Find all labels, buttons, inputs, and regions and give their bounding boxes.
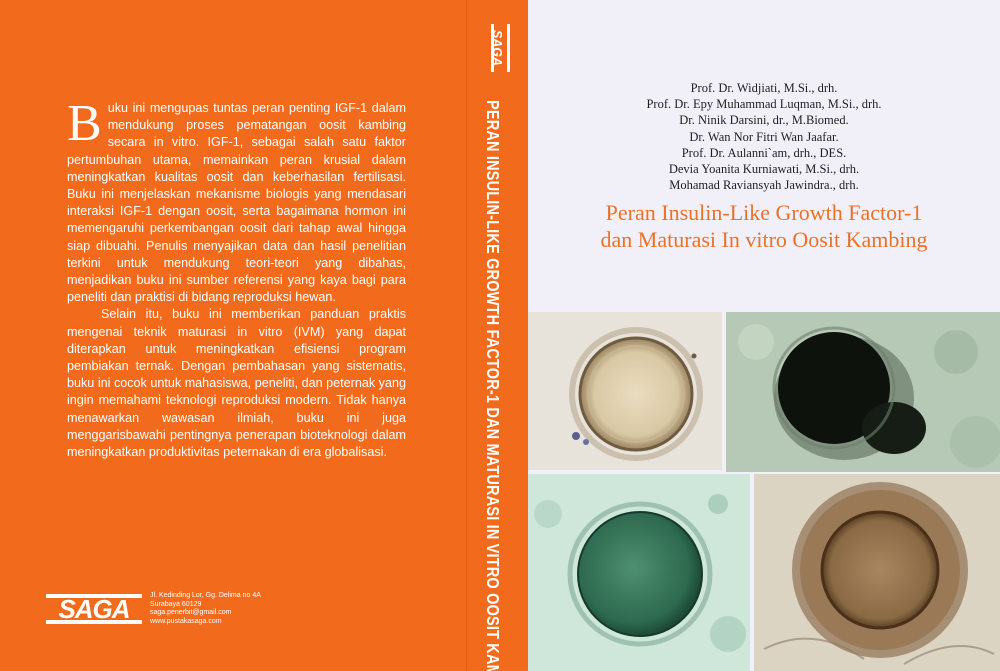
drop-cap: B <box>67 95 102 152</box>
author-4: Dr. Wan Nor Fitri Wan Jaafar. <box>689 129 839 144</box>
book-spine: SAGA PERAN INSULIN-LIKE GROWTH FACTOR-1 … <box>466 0 529 671</box>
oocyte-photo-4 <box>754 474 1000 671</box>
oocyte-photo-2 <box>726 312 1000 472</box>
spine-title: PERAN INSULIN-LIKE GROWTH FACTOR-1 DAN M… <box>483 100 503 671</box>
author-6: Devia Yoanita Kurniawati, M.Si., drh. <box>668 162 860 177</box>
spine-saga-logo: SAGA <box>491 24 510 72</box>
address-line-city: Surabaya 60129 <box>150 600 202 608</box>
author-1: Prof. Dr. Widjiati, M.Si., drh. <box>690 81 838 95</box>
author-3: Dr. Ninik Darsini, dr., M.Biomed. <box>679 113 849 128</box>
author-list: Prof. Dr. Widjiati, M.Si., drh. Prof. Dr… <box>528 80 1000 193</box>
spine-saga-logo-text: SAGA <box>491 30 504 66</box>
address-line-email: saga.penerbit@gmail.com <box>150 609 232 617</box>
saga-logo: SAGA <box>46 594 142 624</box>
author-5: Prof. Dr. Aulanni`am, drh., DES. <box>681 145 847 160</box>
blurb-paragraph-2: Selain itu, buku ini memberikan panduan … <box>67 307 406 460</box>
saga-logo-text: SAGA <box>58 594 129 624</box>
front-cover: Prof. Dr. Widjiati, M.Si., drh. Prof. Dr… <box>528 0 1000 671</box>
blurb-paragraph-1-text: uku ini mengupas tuntas peran penting IG… <box>67 101 406 305</box>
oocyte-photo-3 <box>528 474 750 671</box>
publisher-address: Jl. Kedinding Lor, Gg. Delima no 4A Sura… <box>150 592 261 626</box>
book-title-line-2: dan Maturasi In vitro Oosit Kambing <box>600 227 928 252</box>
author-7: Mohamad Raviansyah Jawindra., drh. <box>669 178 859 193</box>
address-line-street: Jl. Kedinding Lor, Gg. Delima no 4A <box>150 592 261 599</box>
oocyte-photo-1 <box>528 312 722 470</box>
book-title-line-1: Peran Insulin-Like Growth Factor-1 <box>605 200 923 225</box>
address-line-website: www.pustakasaga.com <box>150 617 222 625</box>
author-2: Prof. Dr. Epy Muhammad Luqman, M.Si., dr… <box>646 97 882 112</box>
book-title: Peran Insulin-Like Growth Factor-1 dan M… <box>528 199 1000 253</box>
